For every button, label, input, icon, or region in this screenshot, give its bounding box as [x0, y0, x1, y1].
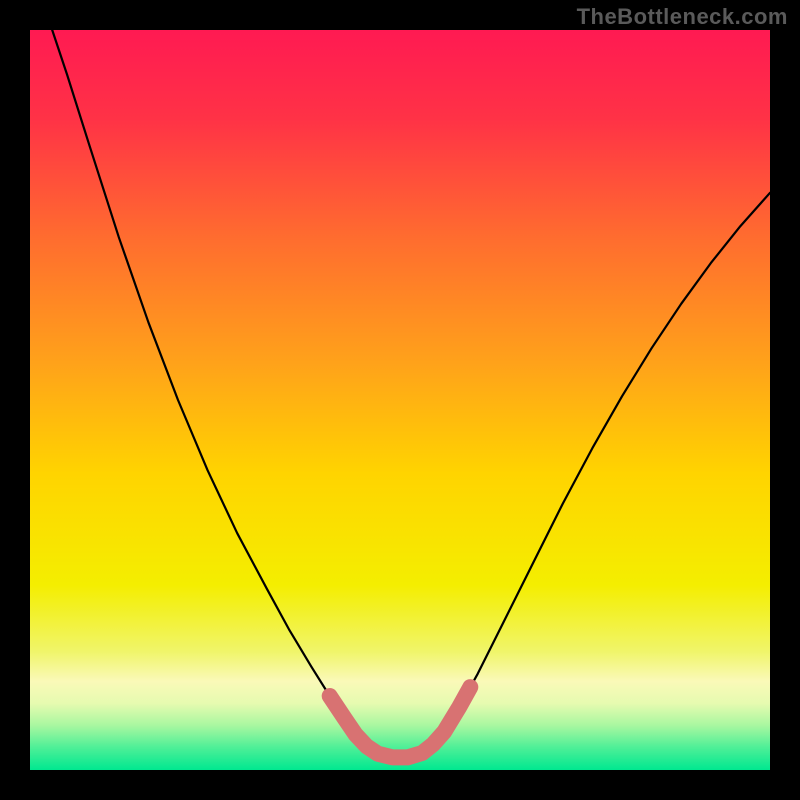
watermark-label: TheBottleneck.com: [577, 4, 788, 30]
gradient-background: [30, 30, 770, 770]
chart-container: TheBottleneck.com: [0, 0, 800, 800]
bottleneck-chart: [0, 0, 800, 800]
